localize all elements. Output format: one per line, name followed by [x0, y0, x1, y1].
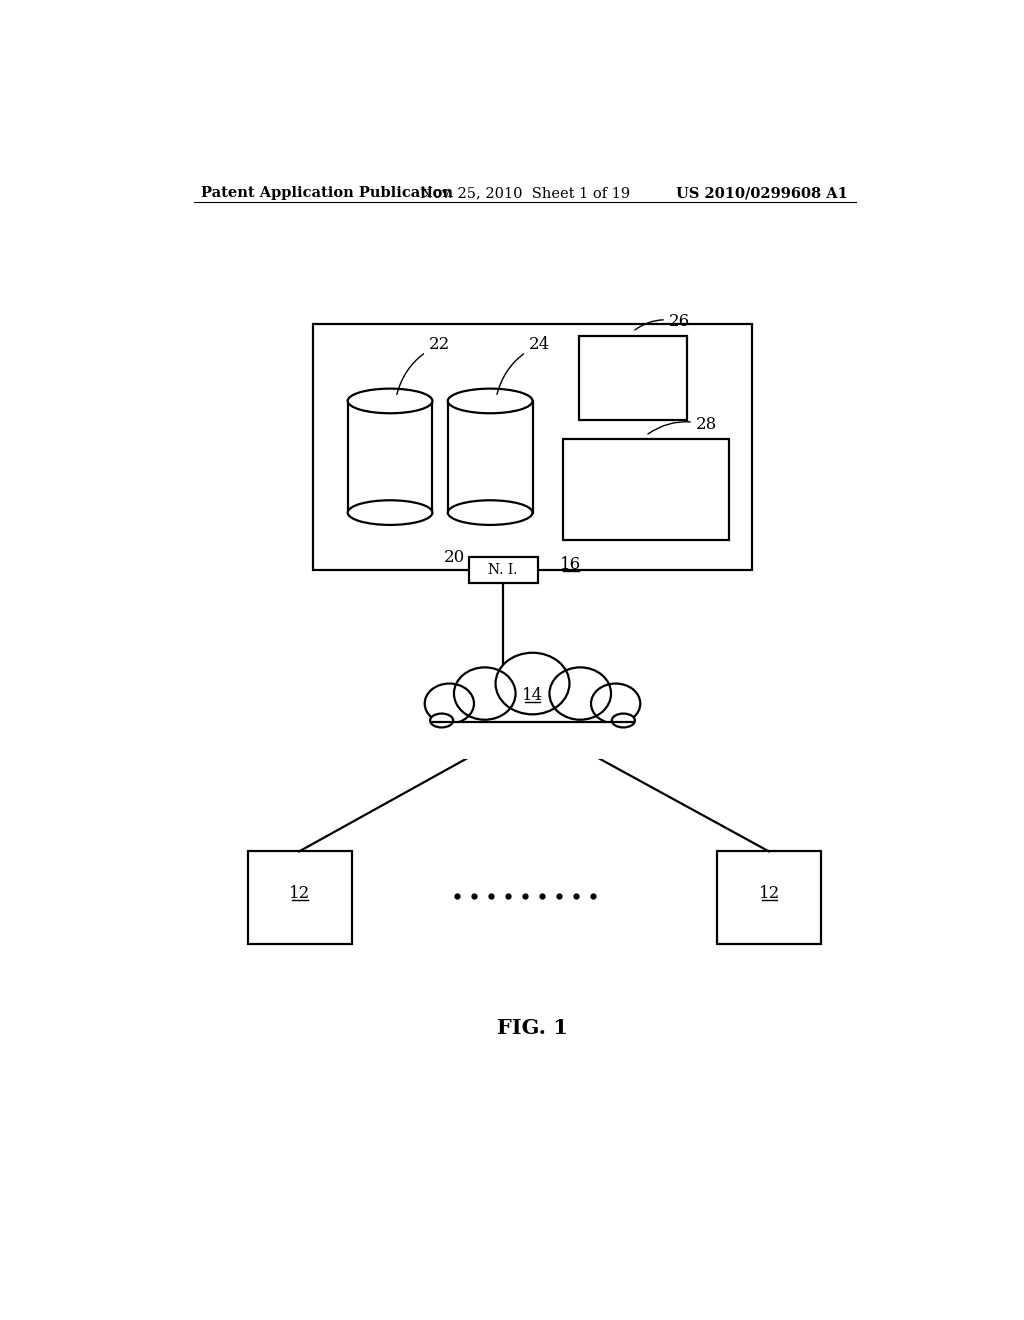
Ellipse shape — [425, 684, 474, 723]
Text: Patent Application Publication: Patent Application Publication — [202, 186, 454, 201]
Text: FIG. 1: FIG. 1 — [497, 1019, 568, 1039]
Ellipse shape — [496, 653, 569, 714]
Text: Nov. 25, 2010  Sheet 1 of 19: Nov. 25, 2010 Sheet 1 of 19 — [420, 186, 630, 201]
Text: 12: 12 — [759, 886, 780, 903]
Text: 22: 22 — [397, 337, 450, 395]
Text: 24: 24 — [497, 337, 550, 395]
Text: N. I.: N. I. — [488, 564, 518, 577]
Ellipse shape — [436, 667, 629, 737]
Ellipse shape — [447, 388, 532, 413]
Text: 26: 26 — [635, 313, 690, 330]
Text: 16: 16 — [560, 557, 582, 573]
Ellipse shape — [348, 500, 432, 525]
Text: US 2010/0299608 A1: US 2010/0299608 A1 — [676, 186, 848, 201]
Ellipse shape — [447, 500, 532, 525]
Polygon shape — [447, 401, 532, 512]
Polygon shape — [413, 722, 652, 759]
Ellipse shape — [591, 684, 640, 723]
Text: 14: 14 — [522, 688, 543, 705]
Ellipse shape — [348, 388, 432, 413]
Polygon shape — [469, 557, 538, 583]
Text: 20: 20 — [444, 549, 469, 570]
Polygon shape — [348, 401, 432, 512]
Ellipse shape — [454, 668, 515, 719]
Ellipse shape — [550, 668, 611, 719]
Ellipse shape — [430, 714, 454, 727]
Text: 12: 12 — [290, 886, 310, 903]
Ellipse shape — [611, 714, 635, 727]
Text: 28: 28 — [648, 416, 717, 434]
